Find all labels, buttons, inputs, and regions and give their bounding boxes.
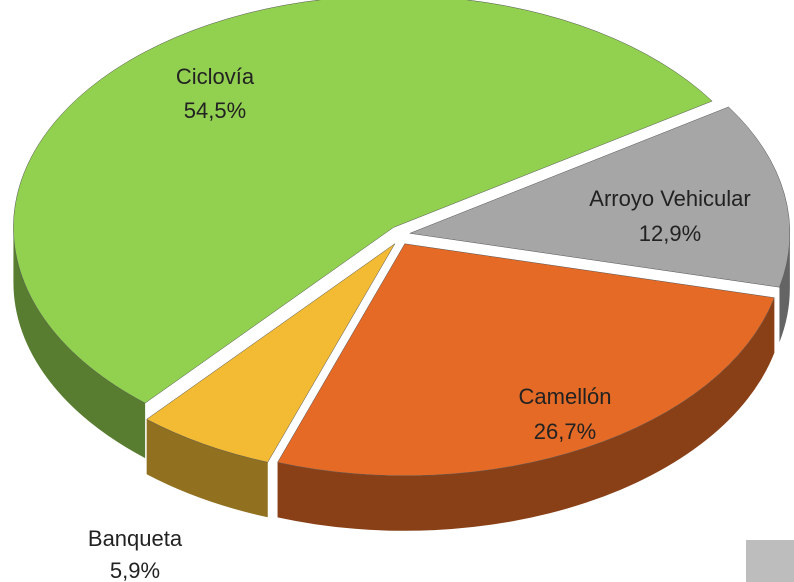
slice-label: Ciclovía — [176, 64, 255, 89]
slice-side — [146, 419, 268, 518]
slice — [13, 0, 713, 404]
slice-value-label: 12,9% — [639, 221, 701, 246]
slice-side — [277, 297, 775, 531]
slice-label: Arroyo Vehicular — [589, 186, 750, 211]
slice-label: Banqueta — [88, 526, 183, 551]
slice — [277, 243, 775, 477]
slice — [408, 106, 791, 288]
slice-side — [13, 227, 146, 459]
slice — [146, 243, 396, 463]
slice-value-label: 5,9% — [110, 558, 160, 582]
slice-label: Camellón — [519, 384, 612, 409]
slice-value-label: 54,5% — [184, 98, 246, 123]
slice-value-label: 26,7% — [534, 419, 596, 444]
corner-thumbnail — [746, 540, 794, 582]
